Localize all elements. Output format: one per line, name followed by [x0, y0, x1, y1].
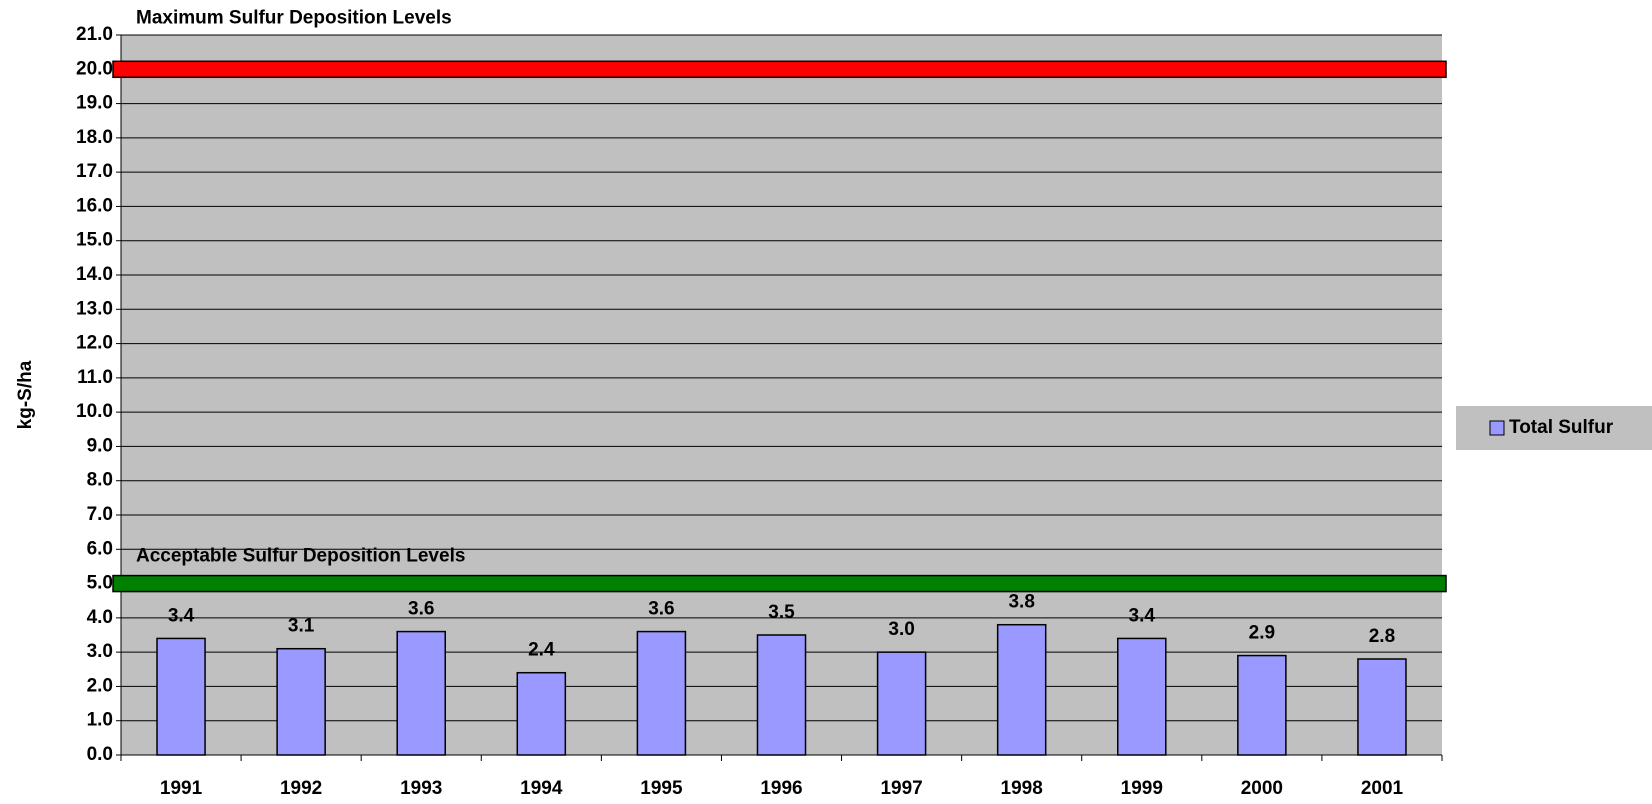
reference-label: Maximum Sulfur Deposition Levels — [136, 7, 452, 28]
value-label: 3.1 — [288, 616, 315, 637]
reference-line — [112, 574, 1447, 593]
bar — [756, 634, 807, 756]
value-label: 2.8 — [1369, 626, 1395, 647]
y-tick-label: 4.0 — [87, 607, 113, 628]
value-label: 3.5 — [768, 602, 795, 623]
value-label: 2.4 — [528, 640, 555, 661]
value-label: 3.6 — [648, 599, 674, 620]
bar — [156, 637, 206, 756]
value-label: 2.9 — [1249, 623, 1275, 644]
y-tick-label: 8.0 — [87, 470, 113, 491]
legend-box — [1456, 406, 1652, 450]
y-tick-label: 16.0 — [76, 195, 113, 216]
x-tick-label: 1991 — [160, 778, 203, 799]
bar — [276, 647, 326, 756]
y-tick-label: 10.0 — [76, 401, 113, 422]
legend-label: Total Sulfur — [1509, 417, 1614, 438]
x-tick-label: 1994 — [520, 778, 563, 799]
y-tick-label: 0.0 — [87, 744, 113, 765]
y-tick-label: 19.0 — [76, 93, 113, 114]
y-tick-label: 7.0 — [87, 504, 113, 525]
y-tick-label: 2.0 — [87, 675, 113, 696]
value-label: 3.8 — [1008, 592, 1034, 613]
y-tick-label: 6.0 — [87, 538, 113, 559]
y-tick-label: 20.0 — [76, 58, 113, 79]
legend-swatch — [1489, 420, 1505, 436]
bar — [1237, 654, 1287, 756]
x-tick-label: 1999 — [1121, 778, 1163, 799]
x-tick-label: 2000 — [1241, 778, 1283, 799]
bar — [396, 630, 446, 756]
bar — [636, 630, 687, 756]
y-tick-label: 12.0 — [76, 333, 113, 354]
y-axis-label: kg-S/ha — [15, 360, 36, 429]
value-label: 3.4 — [168, 605, 195, 626]
bar — [996, 623, 1047, 756]
x-tick-label: 1998 — [1001, 778, 1043, 799]
bar — [876, 651, 927, 756]
bar — [1117, 637, 1167, 756]
value-label: 3.0 — [888, 619, 914, 640]
y-tick-label: 13.0 — [76, 298, 113, 319]
x-tick-label: 2001 — [1361, 778, 1404, 799]
y-tick-label: 9.0 — [87, 435, 113, 456]
y-tick-label: 18.0 — [76, 127, 113, 148]
x-tick-label: 1997 — [880, 778, 922, 799]
bar — [516, 671, 567, 756]
y-tick-label: 14.0 — [76, 264, 113, 285]
value-label: 3.6 — [408, 599, 434, 620]
x-tick-label: 1996 — [760, 778, 802, 799]
x-tick-label: 1995 — [640, 778, 683, 799]
y-tick-label: 5.0 — [87, 573, 113, 594]
bar — [1357, 658, 1407, 756]
y-tick-label: 15.0 — [76, 230, 113, 251]
value-label: 3.4 — [1129, 605, 1156, 626]
x-tick-label: 1992 — [280, 778, 322, 799]
reference-label: Acceptable Sulfur Deposition Levels — [136, 546, 465, 567]
y-tick-label: 21.0 — [76, 24, 113, 45]
y-tick-label: 1.0 — [87, 710, 113, 731]
y-tick-label: 11.0 — [77, 367, 113, 388]
y-tick-label: 17.0 — [76, 161, 113, 182]
y-tick-label: 3.0 — [87, 641, 113, 662]
reference-line — [112, 60, 1447, 79]
x-tick-label: 1993 — [400, 778, 442, 799]
